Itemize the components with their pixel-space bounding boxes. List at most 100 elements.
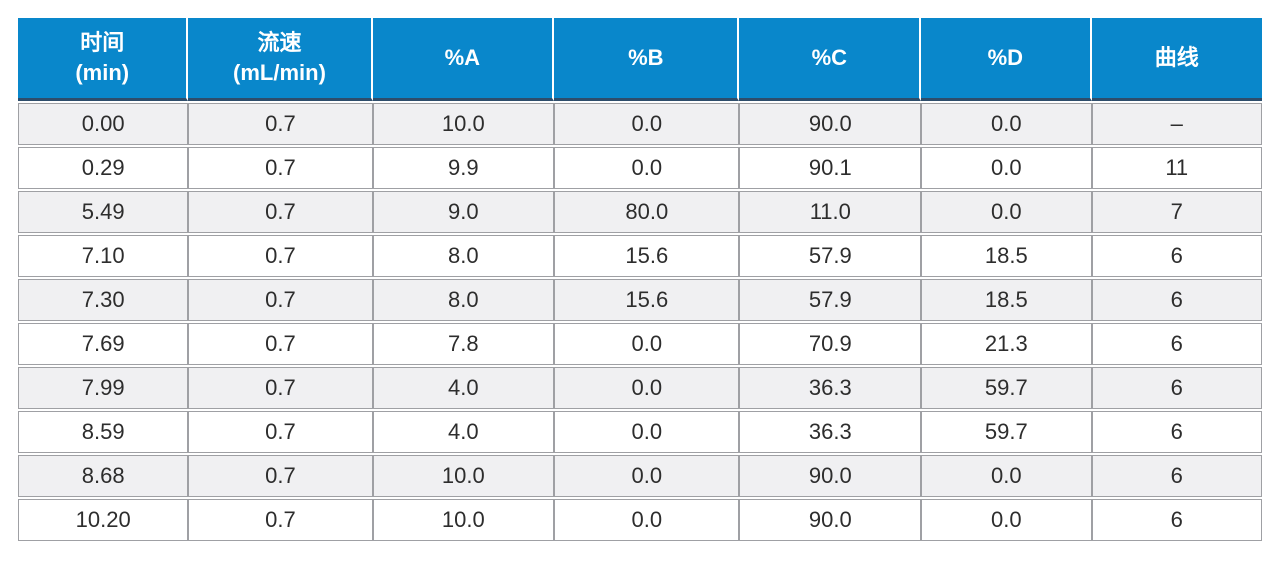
cell-percent-c: 90.0: [739, 103, 922, 145]
cell-percent-b: 0.0: [554, 147, 740, 189]
header-label: 曲线: [1154, 45, 1199, 70]
cell-curve: 7: [1091, 191, 1262, 233]
table-row: 0.00 0.7 10.0 0.0 90.0 0.0 –: [18, 103, 1262, 145]
cell-time: 8.59: [18, 411, 189, 453]
cell-percent-b: 0.0: [554, 367, 740, 409]
column-header-percent-a: %A: [372, 18, 555, 101]
cell-flow-rate: 0.7: [188, 367, 373, 409]
cell-curve: 6: [1091, 455, 1262, 497]
cell-curve: 11: [1091, 147, 1262, 189]
cell-percent-c: 11.0: [739, 191, 922, 233]
table-row: 0.29 0.7 9.9 0.0 90.1 0.0 11: [18, 147, 1262, 189]
header-unit: (mL/min): [233, 60, 326, 85]
table-row: 7.99 0.7 4.0 0.0 36.3 59.7 6: [18, 367, 1262, 409]
cell-flow-rate: 0.7: [188, 191, 373, 233]
table-row: 8.59 0.7 4.0 0.0 36.3 59.7 6: [18, 411, 1262, 453]
column-header-time: 时间 (min): [18, 18, 189, 101]
cell-percent-d: 18.5: [921, 235, 1092, 277]
cell-time: 0.00: [18, 103, 189, 145]
cell-percent-a: 10.0: [372, 455, 555, 497]
cell-time: 7.10: [18, 235, 189, 277]
column-header-curve: 曲线: [1091, 18, 1262, 101]
cell-curve: 6: [1091, 235, 1262, 277]
cell-percent-a: 9.9: [372, 147, 555, 189]
cell-percent-a: 9.0: [372, 191, 555, 233]
cell-percent-d: 0.0: [921, 191, 1092, 233]
header-label: %A: [444, 45, 481, 70]
header-label: %C: [811, 45, 848, 70]
cell-curve: 6: [1091, 323, 1262, 365]
cell-flow-rate: 0.7: [188, 235, 373, 277]
cell-flow-rate: 0.7: [188, 499, 373, 541]
cell-percent-c: 90.0: [739, 499, 922, 541]
cell-time: 10.20: [18, 499, 189, 541]
cell-percent-c: 90.1: [739, 147, 922, 189]
cell-time: 7.30: [18, 279, 189, 321]
table-body: 0.00 0.7 10.0 0.0 90.0 0.0 – 0.29 0.7 9.…: [18, 103, 1262, 541]
table-row: 8.68 0.7 10.0 0.0 90.0 0.0 6: [18, 455, 1262, 497]
cell-percent-d: 59.7: [921, 411, 1092, 453]
cell-time: 5.49: [18, 191, 189, 233]
cell-time: 7.69: [18, 323, 189, 365]
cell-percent-b: 0.0: [554, 455, 740, 497]
cell-curve: 6: [1091, 411, 1262, 453]
cell-percent-d: 0.0: [921, 103, 1092, 145]
table-header: 时间 (min) 流速 (mL/min) %A %B %C %D: [18, 18, 1262, 101]
table-row: 7.10 0.7 8.0 15.6 57.9 18.5 6: [18, 235, 1262, 277]
cell-percent-a: 4.0: [372, 367, 555, 409]
cell-time: 0.29: [18, 147, 189, 189]
cell-percent-d: 0.0: [921, 455, 1092, 497]
cell-percent-d: 0.0: [921, 499, 1092, 541]
header-label: 流速: [257, 30, 302, 55]
cell-flow-rate: 0.7: [188, 411, 373, 453]
cell-percent-a: 8.0: [372, 235, 555, 277]
cell-percent-b: 80.0: [554, 191, 740, 233]
cell-time: 7.99: [18, 367, 189, 409]
cell-percent-a: 10.0: [372, 499, 555, 541]
cell-percent-b: 0.0: [554, 323, 740, 365]
column-header-percent-b: %B: [554, 18, 740, 101]
cell-curve: 6: [1091, 279, 1262, 321]
cell-curve: 6: [1091, 499, 1262, 541]
cell-percent-c: 36.3: [739, 411, 922, 453]
table-row: 7.30 0.7 8.0 15.6 57.9 18.5 6: [18, 279, 1262, 321]
cell-flow-rate: 0.7: [188, 103, 373, 145]
cell-percent-b: 0.0: [554, 103, 740, 145]
cell-percent-c: 57.9: [739, 279, 922, 321]
cell-percent-b: 0.0: [554, 411, 740, 453]
table-row: 7.69 0.7 7.8 0.0 70.9 21.3 6: [18, 323, 1262, 365]
cell-curve: –: [1091, 103, 1262, 145]
cell-flow-rate: 0.7: [188, 323, 373, 365]
cell-percent-c: 36.3: [739, 367, 922, 409]
cell-percent-c: 90.0: [739, 455, 922, 497]
header-label: 时间: [80, 30, 125, 55]
cell-time: 8.68: [18, 455, 189, 497]
cell-percent-d: 21.3: [921, 323, 1092, 365]
column-header-percent-c: %C: [739, 18, 922, 101]
cell-percent-a: 10.0: [372, 103, 555, 145]
header-label: %D: [987, 45, 1024, 70]
cell-percent-c: 57.9: [739, 235, 922, 277]
cell-percent-d: 18.5: [921, 279, 1092, 321]
table-row: 10.20 0.7 10.0 0.0 90.0 0.0 6: [18, 499, 1262, 541]
cell-percent-a: 8.0: [372, 279, 555, 321]
column-header-flow-rate: 流速 (mL/min): [188, 18, 373, 101]
cell-percent-d: 59.7: [921, 367, 1092, 409]
column-header-percent-d: %D: [921, 18, 1092, 101]
cell-percent-c: 70.9: [739, 323, 922, 365]
cell-flow-rate: 0.7: [188, 279, 373, 321]
table-row: 5.49 0.7 9.0 80.0 11.0 0.0 7: [18, 191, 1262, 233]
gradient-table: 时间 (min) 流速 (mL/min) %A %B %C %D: [18, 16, 1262, 543]
cell-percent-a: 7.8: [372, 323, 555, 365]
header-row: 时间 (min) 流速 (mL/min) %A %B %C %D: [18, 18, 1262, 101]
header-unit: (min): [75, 60, 130, 85]
header-label: %B: [628, 45, 664, 70]
cell-percent-b: 15.6: [554, 235, 740, 277]
cell-curve: 6: [1091, 367, 1262, 409]
cell-percent-b: 15.6: [554, 279, 740, 321]
cell-flow-rate: 0.7: [188, 455, 373, 497]
cell-percent-d: 0.0: [921, 147, 1092, 189]
cell-flow-rate: 0.7: [188, 147, 373, 189]
cell-percent-b: 0.0: [554, 499, 740, 541]
